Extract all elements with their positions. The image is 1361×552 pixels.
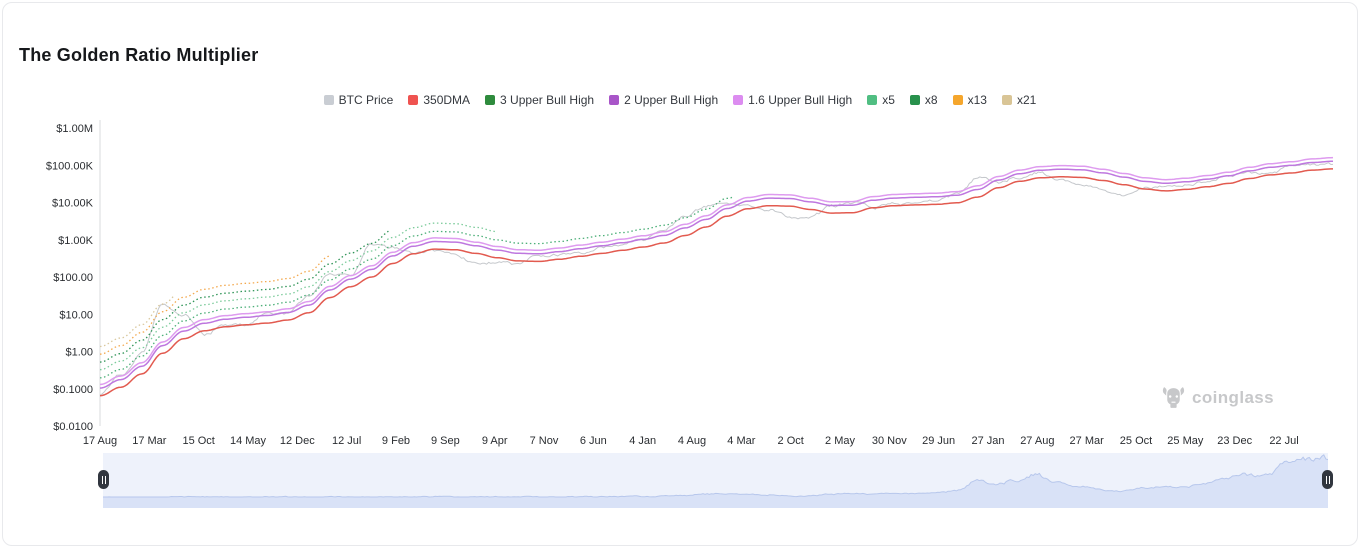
date-range-navigator[interactable] <box>98 453 1333 508</box>
legend-label: x5 <box>882 93 895 107</box>
series-x21 <box>99 296 174 348</box>
y-axis-label: $100.00K <box>46 160 94 172</box>
watermark: coinglass <box>1161 385 1274 410</box>
series-x13 <box>99 255 331 355</box>
price-chart-canvas[interactable]: $1.00M $100.00K $10.00K $1.00K $100.00 $10.00… <box>3 3 1361 552</box>
legend-swatch-350dma <box>408 95 419 105</box>
legend-swatch-x21 <box>1001 95 1012 105</box>
navigator-area <box>103 454 1328 508</box>
legend-item-btc-price[interactable]: BTC Price <box>323 93 394 107</box>
legend-label: x8 <box>924 93 938 107</box>
series-2-upper-bull-high <box>99 156 1334 386</box>
nav-handle-right[interactable] <box>1322 470 1333 489</box>
legend-item-x8[interactable]: x8 <box>909 93 938 107</box>
y-axis-label: $0.0100 <box>53 421 93 433</box>
x-axis-label: 7 Nov <box>530 435 559 447</box>
x-axis-label: 25 May <box>1167 435 1204 447</box>
legend-swatch-2-upper-bull-high <box>609 95 620 105</box>
x-axis-label: 17 Mar <box>132 435 167 447</box>
page-title: The Golden Ratio Multiplier <box>19 45 259 65</box>
legend-label: 350DMA <box>423 93 471 107</box>
x-axis-label: 23 Dec <box>1217 435 1252 447</box>
series-3-upper-bull-high <box>99 196 734 379</box>
handle-grip-icon <box>101 475 106 484</box>
legend-label: 3 Upper Bull High <box>500 93 595 107</box>
x-axis-label: 9 Feb <box>382 435 410 447</box>
y-axis-label: $1.00 <box>65 347 93 359</box>
x-axis-label: 2 Oct <box>778 435 804 447</box>
y-axis-label: $10.00K <box>52 198 94 210</box>
x-axis-label: 27 Aug <box>1020 435 1054 447</box>
legend-swatch-1-6-upper-bull-high <box>733 95 744 105</box>
legend-swatch-x13 <box>952 95 963 105</box>
x-axis-label: 15 Oct <box>182 435 214 447</box>
legend-item-x5[interactable]: x5 <box>867 93 895 107</box>
legend-item-1-6-upper-bull-high[interactable]: 1.6 Upper Bull High <box>733 93 852 107</box>
series-350dma <box>99 168 1333 397</box>
legend-label: 2 Upper Bull High <box>624 93 719 107</box>
y-axis-label: $0.1000 <box>53 384 93 396</box>
y-axis-label: $1.00K <box>58 235 94 247</box>
legend-swatch-btc-price <box>323 95 334 105</box>
x-axis-label: 22 Jul <box>1269 435 1298 447</box>
nav-handle-left[interactable] <box>98 470 109 489</box>
series-1-6-upper-bull-high <box>99 160 1333 389</box>
x-axis-label: 17 Aug <box>83 435 117 447</box>
x-axis-label: 9 Sep <box>431 435 460 447</box>
y-axis-label: $10.00 <box>59 309 93 321</box>
y-axis-label: $100.00 <box>53 272 93 284</box>
legend-item-x21[interactable]: x21 <box>1001 93 1037 107</box>
legend-swatch-3-upper-bull-high <box>485 95 496 105</box>
legend-label: BTC Price <box>338 93 394 107</box>
x-axis-label: 12 Jul <box>332 435 361 447</box>
handle-grip-icon <box>1325 475 1330 484</box>
x-axis-label: 30 Nov <box>872 435 907 447</box>
watermark-text: coinglass <box>1192 387 1275 407</box>
chart-legend: BTC Price 350DMA 3 Upper Bull High 2 Upper … <box>3 93 1357 107</box>
series-x5 <box>99 222 498 371</box>
x-axis-label: 4 Jan <box>629 435 656 447</box>
series-x8 <box>99 230 389 363</box>
x-axis-label: 9 Apr <box>482 435 508 447</box>
legend-item-350dma[interactable]: 350DMA <box>408 93 470 107</box>
x-axis-label: 27 Mar <box>1070 435 1105 447</box>
legend-label: x13 <box>967 93 987 107</box>
x-axis-label: 25 Oct <box>1120 435 1152 447</box>
y-axis-label: $1.00M <box>56 123 93 135</box>
x-axis-label: 6 Jun <box>580 435 607 447</box>
series-btc-price <box>99 162 1334 396</box>
legend-label: x21 <box>1016 93 1037 107</box>
legend-item-2-upper-bull-high[interactable]: 2 Upper Bull High <box>609 93 718 107</box>
x-axis-label: 4 Aug <box>678 435 706 447</box>
x-axis-label: 27 Jan <box>971 435 1004 447</box>
coinglass-bull-icon <box>1162 387 1185 408</box>
legend-swatch-x5 <box>867 95 878 105</box>
x-axis-label: 2 May <box>825 435 855 447</box>
legend-swatch-x8 <box>909 95 920 105</box>
legend-item-x13[interactable]: x13 <box>952 93 987 107</box>
legend-label: 1.6 Upper Bull High <box>748 93 853 107</box>
x-axis-label: 12 Dec <box>280 435 315 447</box>
x-axis-label: 14 May <box>230 435 267 447</box>
legend-item-3-upper-bull-high[interactable]: 3 Upper Bull High <box>485 93 594 107</box>
x-axis-label: 29 Jun <box>922 435 955 447</box>
x-axis-label: 4 Mar <box>727 435 755 447</box>
navigator-line <box>103 454 1329 498</box>
